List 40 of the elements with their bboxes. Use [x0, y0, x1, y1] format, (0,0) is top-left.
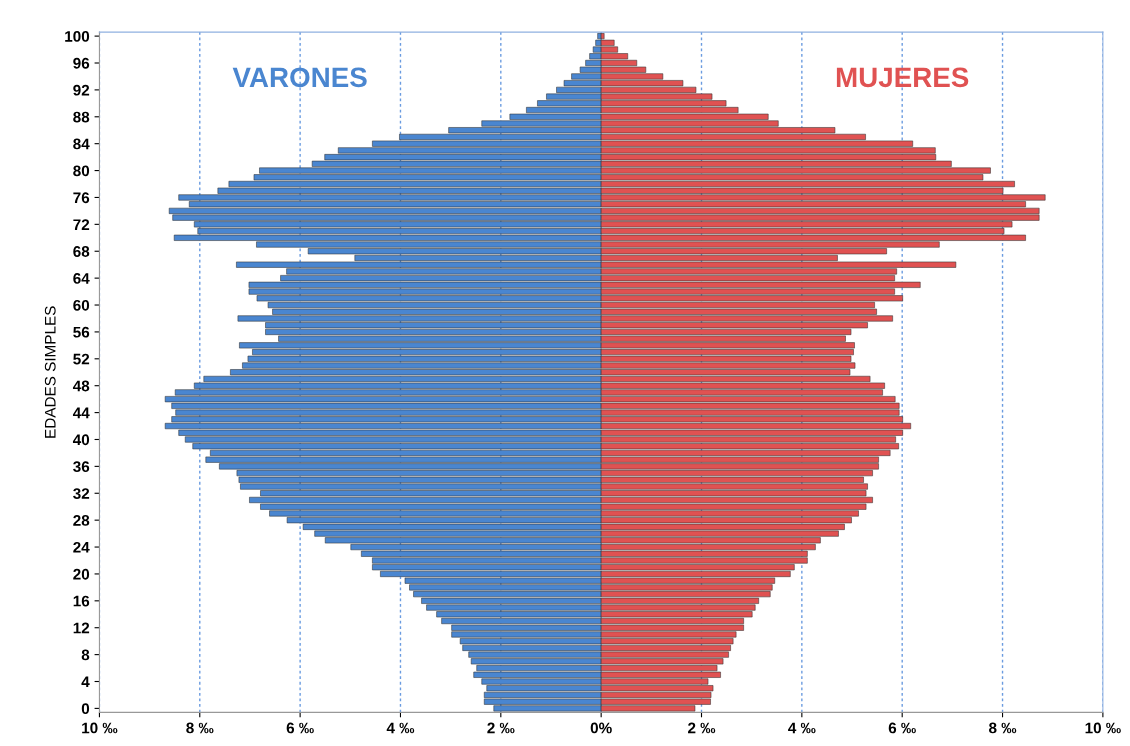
y-tick-label: 100 [65, 30, 90, 42]
x-tick-label: 2 ‰ [487, 722, 515, 734]
y-tick-label: 8 [81, 649, 90, 661]
x-tick-label: 2 ‰ [688, 722, 716, 734]
y-tick-label: 36 [73, 461, 90, 473]
series-label: VARONES [232, 67, 367, 88]
x-tick-label: 0% [590, 722, 612, 734]
y-tick-label: 32 [73, 488, 90, 499]
y-tick-label: 4 [81, 676, 90, 688]
y-tick-label: 40 [72, 434, 90, 446]
y-tick-label: 60 [73, 299, 90, 311]
y-tick-label: 76 [73, 192, 90, 204]
x-tick-label: 4 ‰ [386, 722, 415, 734]
y-tick-label: 92 [73, 84, 90, 96]
series-label: MUJERES [836, 67, 969, 88]
y-axis-title: EDADES SIMPLES [44, 306, 56, 438]
y-tick-label: 16 [73, 595, 90, 607]
y-tick-label: 24 [73, 541, 90, 553]
y-tick-label: 52 [73, 353, 90, 365]
y-tick-label: 20 [73, 568, 90, 580]
y-tick-label: 56 [73, 326, 90, 338]
y-tick-label: 72 [73, 219, 90, 230]
y-tick-label: 68 [73, 246, 90, 257]
y-tick-label: 80 [73, 165, 90, 177]
y-tick-label: 84 [73, 138, 90, 150]
x-tick-label: 4 ‰ [788, 722, 816, 734]
y-tick-label: 96 [73, 57, 90, 69]
x-tick-label: 8 ‰ [186, 722, 214, 734]
y-tick-label: 0 [81, 703, 90, 715]
y-tick-label: 12 [73, 622, 90, 634]
x-tick-label: 6 ‰ [286, 722, 314, 734]
y-tick-label: 44 [72, 407, 90, 419]
y-tick-label: 64 [73, 273, 90, 284]
x-tick-label: 10 ‰ [82, 722, 118, 734]
y-tick-label: 48 [72, 380, 90, 392]
x-tick-label: 10 ‰ [1085, 722, 1121, 734]
x-tick-label: 6 ‰ [888, 722, 916, 734]
y-tick-label: 28 [73, 515, 90, 526]
y-tick-label: 88 [73, 111, 90, 123]
x-tick-label: 8 ‰ [989, 722, 1017, 734]
